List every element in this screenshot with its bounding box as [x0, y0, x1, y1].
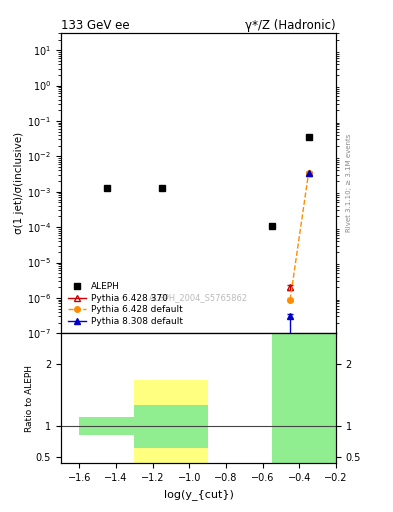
Text: 133 GeV ee: 133 GeV ee	[61, 19, 130, 32]
Y-axis label: Ratio to ALEPH: Ratio to ALEPH	[26, 365, 35, 432]
Y-axis label: Rivet 3.1.10; ≥ 3.1M events: Rivet 3.1.10; ≥ 3.1M events	[346, 134, 352, 232]
Bar	[79, 417, 134, 436]
Bar	[134, 404, 208, 448]
Legend: ALEPH, Pythia 6.428 370, Pythia 6.428 default, Pythia 8.308 default: ALEPH, Pythia 6.428 370, Pythia 6.428 de…	[65, 279, 185, 329]
Text: γ*/Z (Hadronic): γ*/Z (Hadronic)	[245, 19, 336, 32]
Y-axis label: σ(1 jet)/σ(inclusive): σ(1 jet)/σ(inclusive)	[14, 132, 24, 234]
Bar	[79, 417, 134, 436]
Text: ALEPH_2004_S5765862: ALEPH_2004_S5765862	[149, 293, 248, 302]
Bar	[272, 333, 336, 463]
Bar	[134, 380, 208, 463]
X-axis label: log(y_{cut}): log(y_{cut})	[163, 488, 233, 500]
